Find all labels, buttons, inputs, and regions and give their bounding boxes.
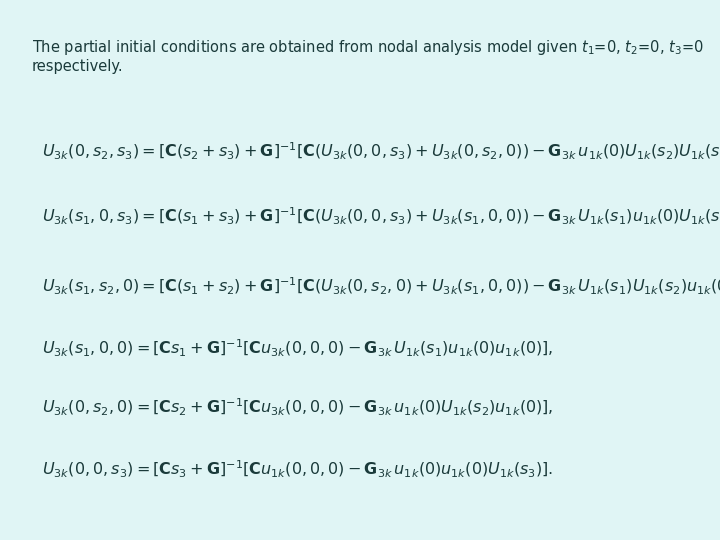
Text: $U_{3k}(0,0,s_3)=\left[\mathbf{C}s_3+\mathbf{G}\right]^{-1}\left[\mathbf{C}u_{1k: $U_{3k}(0,0,s_3)=\left[\mathbf{C}s_3+\ma… bbox=[42, 459, 554, 481]
Text: $U_{3k}(0,s_2,s_3)=\left[\mathbf{C}(s_2+s_3)+\mathbf{G}\right]^{-1}\left[\mathbf: $U_{3k}(0,s_2,s_3)=\left[\mathbf{C}(s_2+… bbox=[42, 140, 720, 162]
Text: $U_{3k}(s_1,0,s_3)=\left[\mathbf{C}(s_1+s_3)+\mathbf{G}\right]^{-1}\left[\mathbf: $U_{3k}(s_1,0,s_3)=\left[\mathbf{C}(s_1+… bbox=[42, 205, 720, 227]
Text: The partial initial conditions are obtained from nodal analysis model given $t_1: The partial initial conditions are obtai… bbox=[32, 38, 703, 74]
Text: $U_{3k}(s_1,0,0)=\left[\mathbf{C}s_1+\mathbf{G}\right]^{-1}\left[\mathbf{C}u_{3k: $U_{3k}(s_1,0,0)=\left[\mathbf{C}s_1+\ma… bbox=[42, 338, 554, 359]
Text: $U_{3k}(s_1,s_2,0)=\left[\mathbf{C}(s_1+s_2)+\mathbf{G}\right]^{-1}\left[\mathbf: $U_{3k}(s_1,s_2,0)=\left[\mathbf{C}(s_1+… bbox=[42, 275, 720, 297]
Text: $U_{3k}(0,s_2,0)=\left[\mathbf{C}s_2+\mathbf{G}\right]^{-1}\left[\mathbf{C}u_{3k: $U_{3k}(0,s_2,0)=\left[\mathbf{C}s_2+\ma… bbox=[42, 397, 554, 418]
